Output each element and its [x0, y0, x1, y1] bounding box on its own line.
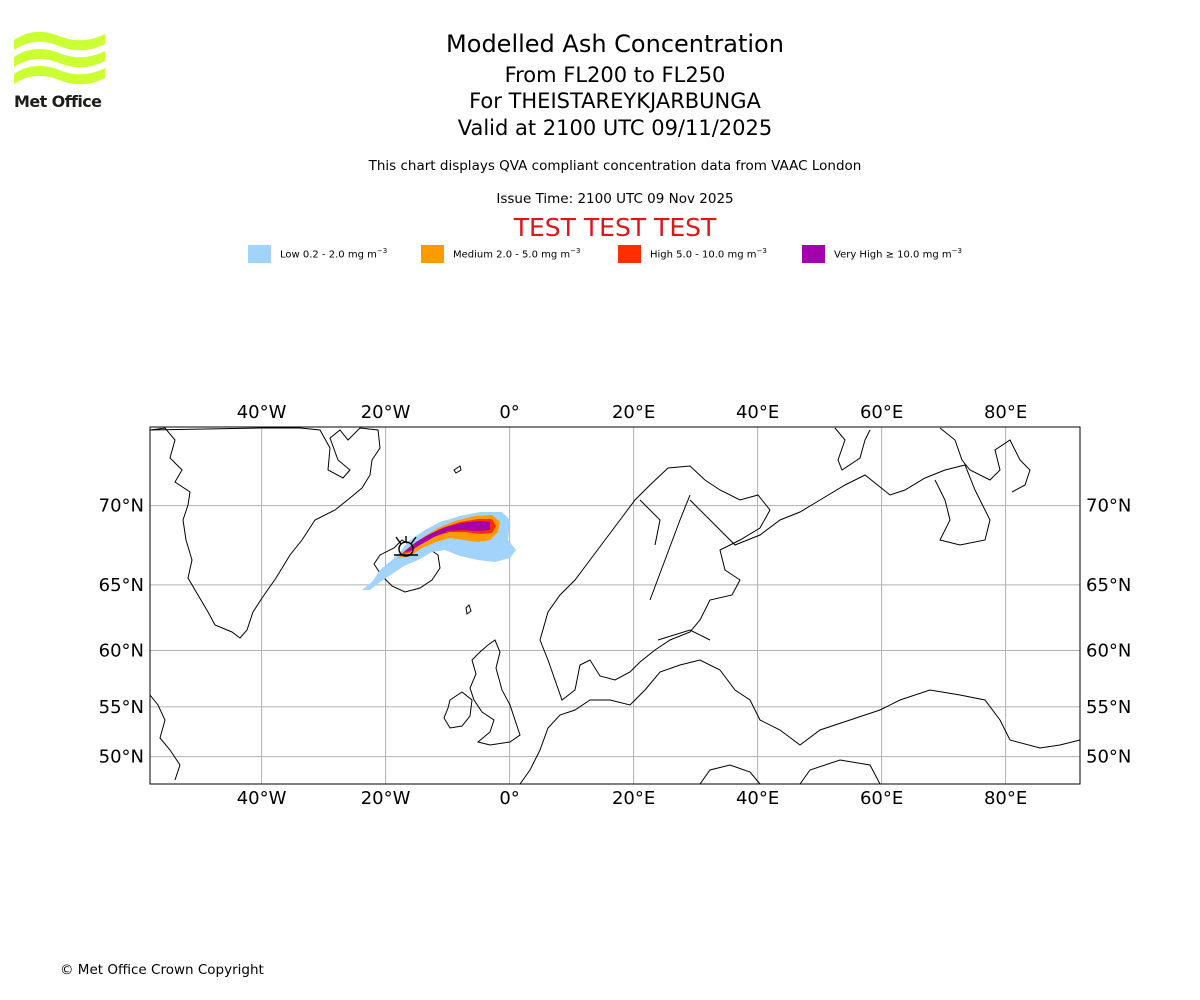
lon-tick-label-top: 40°E [736, 402, 779, 423]
met-office-logo-icon [14, 31, 105, 85]
legend-exp-high: −3 [756, 247, 767, 256]
lon-tick-label-top: 60°E [860, 402, 903, 423]
coastline-iceland [373, 539, 441, 593]
legend-swatch-medium [421, 245, 444, 263]
coastline-arctic-islands [834, 427, 1031, 493]
coastline-labrador [150, 694, 181, 781]
chart-description: This chart displays QVA compliant concen… [368, 158, 862, 174]
lon-tick-label-bottom: 60°E [860, 788, 903, 809]
lon-tick-label-top: 20°E [612, 402, 655, 423]
chart-title: Modelled Ash Concentration [446, 30, 784, 58]
lon-tick-label-top: 80°E [984, 402, 1027, 423]
legend-item-very-high: Very High ≥ 10.0 mg m−3 [802, 244, 962, 264]
volcano-marker-icon[interactable] [394, 536, 418, 557]
lat-tick-label-left: 60°N [99, 641, 144, 662]
lon-tick-label-bottom: 40°W [237, 788, 287, 809]
coastline-europe [519, 464, 1080, 784]
flight-level-range: From FL200 to FL250 [504, 63, 726, 87]
legend-item-high: High 5.0 - 10.0 mg m−3 [618, 244, 767, 264]
lon-tick-label-top: 0° [499, 402, 519, 423]
legend-swatch-high [618, 245, 641, 263]
legend-item-low: Low 0.2 - 2.0 mg m−3 [248, 244, 387, 264]
lat-tick-label-right: 65°N [1086, 575, 1131, 596]
valid-time: Valid at 2100 UTC 09/11/2025 [457, 116, 773, 140]
coastline-greenland [150, 427, 381, 639]
map-gridlines [150, 427, 1080, 784]
lon-tick-label-bottom: 20°W [361, 788, 411, 809]
logo-wordmark: Met Office [14, 92, 102, 111]
legend-exp-very-high: −3 [951, 247, 962, 256]
coastline-faroes [465, 604, 472, 615]
lon-tick-label-bottom: 20°E [612, 788, 655, 809]
map-tick-labels: 40°W 40°W 20°W 20°W 0° 0° 20°E 20°E 40°E 40°E 60°E… [99, 402, 1132, 809]
test-banner: TEST TEST TEST [513, 213, 717, 242]
legend-exp-low: −3 [376, 247, 388, 256]
legend-label-low: Low 0.2 - 2.0 mg m [280, 249, 377, 261]
lon-tick-label-bottom: 40°E [736, 788, 779, 809]
legend-exp-medium: −3 [570, 247, 581, 256]
legend-label-very-high: Very High ≥ 10.0 mg m [834, 249, 952, 261]
lon-tick-label-top: 40°W [237, 402, 287, 423]
issue-time: Issue Time: 2100 UTC 09 Nov 2025 [496, 191, 734, 207]
lat-tick-label-right: 70°N [1086, 496, 1131, 517]
legend-label-medium: Medium 2.0 - 5.0 mg m [453, 249, 571, 261]
lon-tick-label-bottom: 80°E [984, 788, 1027, 809]
legend-item-medium: Medium 2.0 - 5.0 mg m−3 [421, 244, 580, 264]
copyright-notice: © Met Office Crown Copyright [60, 962, 264, 978]
lon-tick-label-top: 20°W [361, 402, 411, 423]
coastlines [150, 427, 1080, 784]
concentration-legend: Low 0.2 - 2.0 mg m−3 Medium 2.0 - 5.0 mg… [0, 244, 1200, 264]
legend-swatch-very-high [802, 245, 825, 263]
lat-tick-label-left: 65°N [99, 575, 144, 596]
coastline-finland [649, 494, 711, 641]
ash-plume [362, 512, 516, 590]
coastline-ireland [443, 691, 473, 729]
lat-tick-label-left: 50°N [99, 747, 144, 768]
plume-very-high [404, 521, 490, 552]
lat-tick-label-left: 55°N [99, 697, 144, 718]
legend-label-high: High 5.0 - 10.0 mg m [650, 249, 757, 261]
lat-tick-label-right: 60°N [1086, 641, 1131, 662]
map-frame [149, 426, 1081, 785]
coastline-south [699, 759, 881, 784]
lat-tick-label-left: 70°N [99, 496, 144, 517]
lat-tick-label-right: 55°N [1086, 697, 1131, 718]
coastline-jan-mayen [453, 465, 462, 474]
coastline-scandinavia [539, 465, 771, 701]
volcano-name: For THEISTAREYKJARBUNGA [469, 89, 761, 113]
lat-tick-label-right: 50°N [1086, 747, 1131, 768]
lon-tick-label-bottom: 0° [499, 788, 519, 809]
coastline-britain [469, 639, 521, 746]
legend-swatch-low [248, 245, 271, 263]
